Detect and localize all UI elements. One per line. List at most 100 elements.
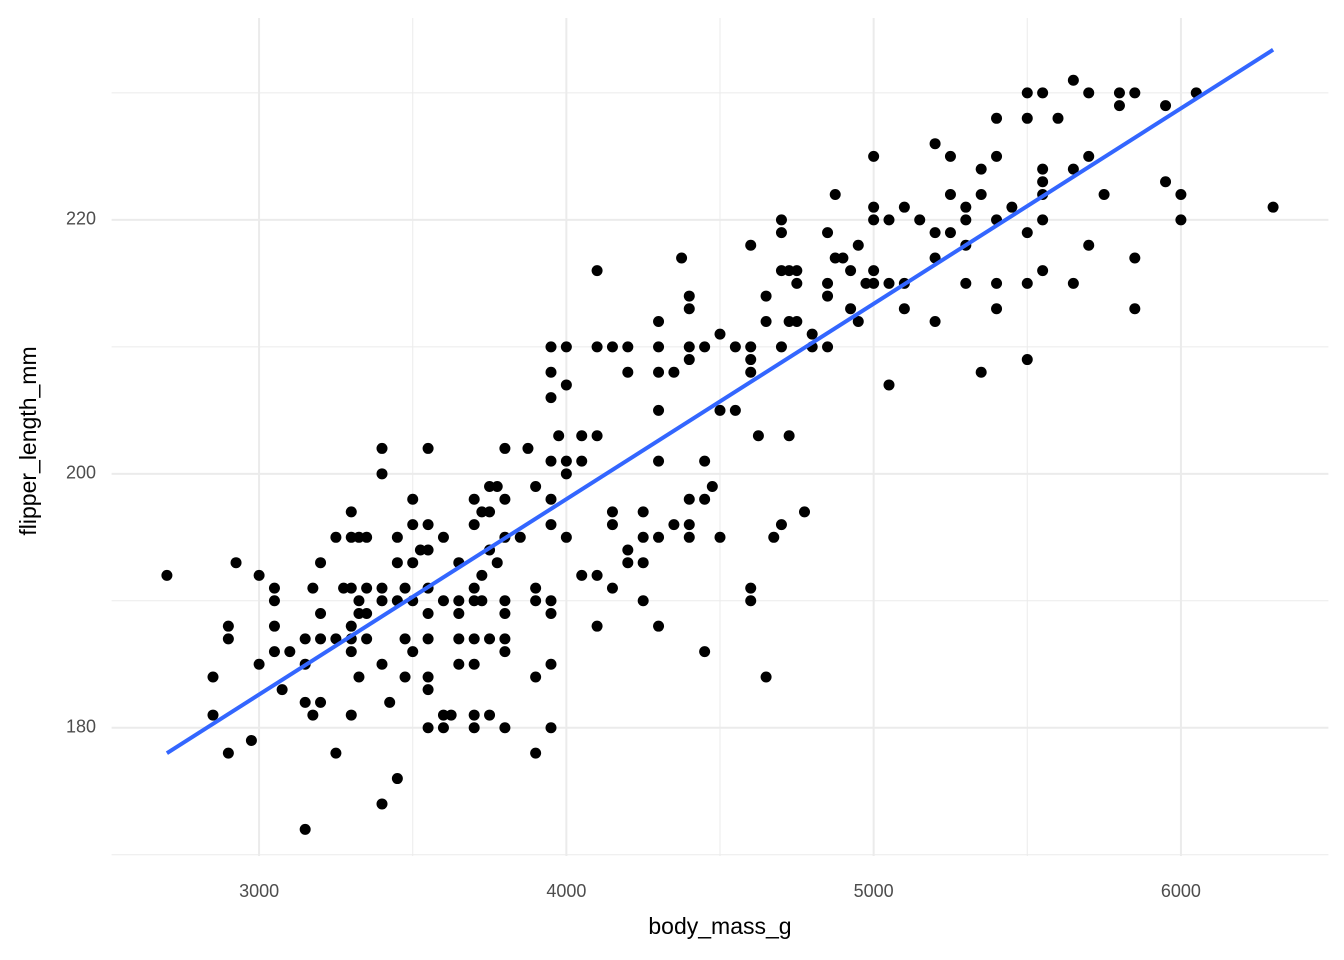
point <box>437 531 449 543</box>
point <box>353 671 365 683</box>
point <box>545 341 557 353</box>
point <box>276 684 288 696</box>
point <box>1129 303 1141 315</box>
point <box>553 430 565 442</box>
point <box>683 531 695 543</box>
point <box>499 722 511 734</box>
point <box>991 303 1003 315</box>
point <box>1129 87 1141 99</box>
point <box>591 430 603 442</box>
point <box>1113 87 1125 99</box>
point <box>468 493 480 505</box>
point <box>530 582 542 594</box>
point <box>468 595 480 607</box>
point <box>837 252 849 264</box>
point <box>399 671 411 683</box>
point <box>783 430 795 442</box>
point <box>545 722 557 734</box>
point <box>606 519 618 531</box>
point <box>799 506 810 518</box>
point <box>653 620 665 632</box>
point <box>676 252 688 264</box>
point <box>407 519 419 531</box>
point <box>407 557 419 569</box>
point <box>345 582 357 594</box>
point <box>760 315 772 327</box>
point <box>637 506 649 518</box>
point <box>453 595 465 607</box>
point <box>453 633 465 645</box>
point <box>1267 201 1279 213</box>
point <box>699 341 711 353</box>
y-axis-title: flipper_length_mm <box>15 346 41 535</box>
point <box>338 582 350 594</box>
point <box>775 265 787 277</box>
point <box>775 341 787 353</box>
point <box>1175 214 1187 226</box>
point <box>960 277 972 289</box>
point <box>161 569 173 581</box>
point <box>222 633 234 645</box>
point <box>476 506 488 518</box>
point <box>975 188 987 200</box>
point <box>991 277 1003 289</box>
point <box>683 303 695 315</box>
point <box>353 607 365 619</box>
point <box>422 722 434 734</box>
point <box>1083 150 1095 162</box>
point <box>637 595 649 607</box>
point <box>345 506 357 518</box>
point <box>944 150 956 162</box>
point <box>637 557 649 569</box>
point <box>653 404 665 416</box>
point <box>991 112 1003 124</box>
point <box>376 468 388 480</box>
point <box>315 607 327 619</box>
point <box>822 277 834 289</box>
point <box>484 633 496 645</box>
point <box>407 646 419 658</box>
point <box>376 595 388 607</box>
point <box>898 303 910 315</box>
point <box>822 290 834 302</box>
point <box>499 493 511 505</box>
point <box>898 201 910 213</box>
point <box>307 582 319 594</box>
point <box>253 658 265 670</box>
point <box>315 557 327 569</box>
point <box>868 201 880 213</box>
x-tick-label: 3000 <box>239 881 279 901</box>
point <box>499 595 511 607</box>
point <box>1067 163 1079 175</box>
point <box>437 595 449 607</box>
point <box>468 519 480 531</box>
point <box>1113 100 1125 112</box>
point <box>929 227 941 239</box>
point <box>307 709 319 721</box>
point <box>606 582 618 594</box>
point <box>1021 87 1033 99</box>
point <box>545 366 557 378</box>
point <box>960 214 972 226</box>
point <box>822 227 834 239</box>
point <box>361 607 373 619</box>
point <box>591 620 603 632</box>
point <box>399 582 411 594</box>
point <box>883 379 895 391</box>
point <box>591 569 603 581</box>
point <box>499 646 511 658</box>
point <box>560 468 572 480</box>
point <box>422 519 434 531</box>
point <box>653 455 665 467</box>
y-tick-label: 200 <box>66 463 96 483</box>
point <box>1021 277 1033 289</box>
point <box>868 150 880 162</box>
point <box>783 265 795 277</box>
point <box>683 290 695 302</box>
point <box>868 214 880 226</box>
point <box>1160 176 1172 188</box>
point <box>384 696 396 708</box>
point <box>1037 214 1049 226</box>
